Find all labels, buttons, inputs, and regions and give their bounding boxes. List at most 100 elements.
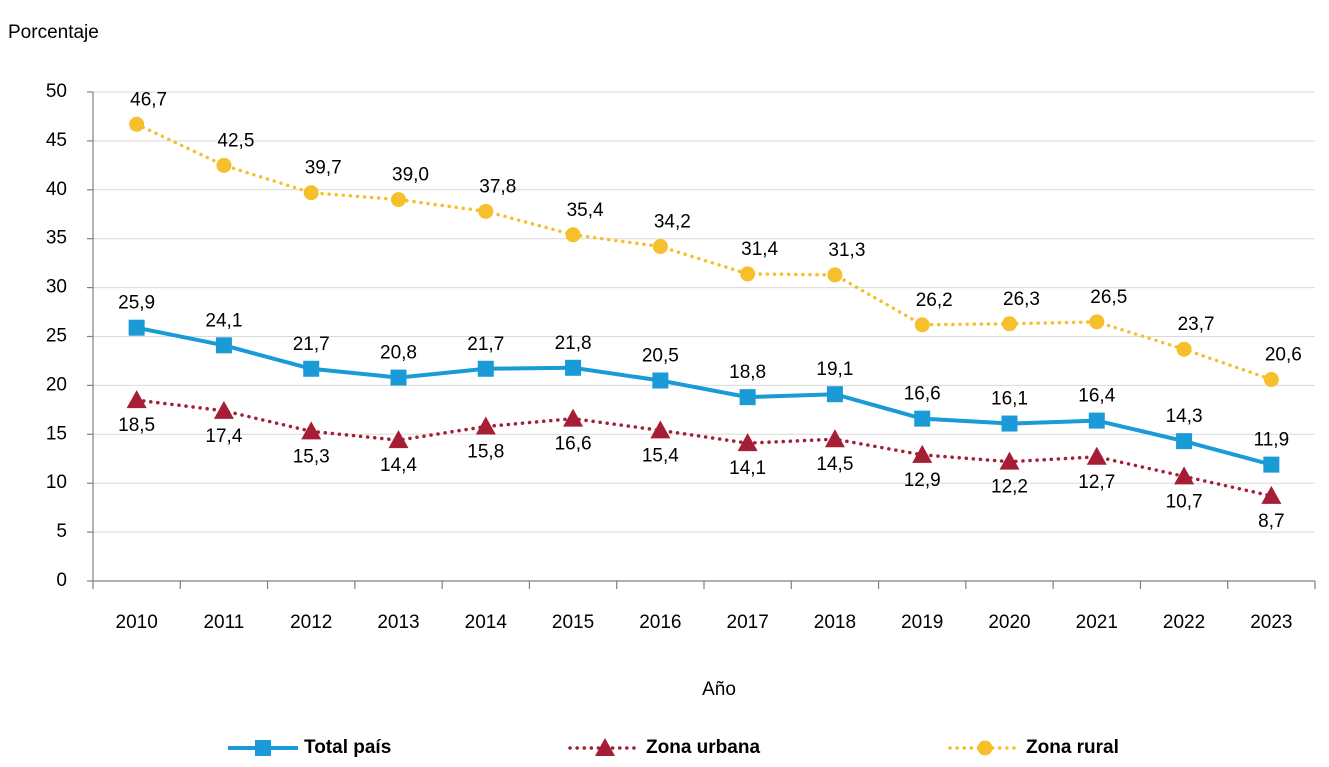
marker <box>216 157 232 173</box>
marker <box>827 267 843 283</box>
marker <box>126 390 147 409</box>
marker <box>1089 314 1105 330</box>
marker <box>650 420 671 439</box>
y-tick-label: 40 <box>46 179 67 200</box>
x-tick-label: 2015 <box>552 612 594 633</box>
marker <box>1263 372 1279 388</box>
data-label: 16,6 <box>904 384 941 405</box>
data-label: 35,4 <box>567 200 604 221</box>
data-label: 21,7 <box>293 334 330 355</box>
data-label: 39,7 <box>305 158 342 179</box>
y-tick-label: 25 <box>46 326 67 347</box>
marker <box>390 369 407 386</box>
marker <box>912 444 933 463</box>
data-label: 8,7 <box>1258 511 1284 532</box>
data-label: 12,2 <box>991 477 1028 498</box>
data-label: 14,1 <box>729 458 766 479</box>
marker <box>1001 415 1018 432</box>
x-tick-label: 2021 <box>1076 612 1118 633</box>
data-label: 24,1 <box>205 310 242 331</box>
marker <box>213 400 234 419</box>
marker <box>563 408 584 427</box>
legend-label: Zona rural <box>1026 737 1119 758</box>
marker <box>565 227 581 243</box>
series-line <box>134 122 1274 382</box>
marker <box>301 421 322 440</box>
marker <box>737 433 758 452</box>
data-label: 20,5 <box>642 346 679 367</box>
marker <box>475 416 496 435</box>
data-label: 14,4 <box>380 455 417 476</box>
y-tick-label: 0 <box>56 570 67 591</box>
data-label: 26,5 <box>1090 287 1127 308</box>
x-tick-label: 2013 <box>377 612 419 633</box>
data-label: 25,9 <box>118 293 155 314</box>
marker <box>1174 466 1195 485</box>
data-label: 31,3 <box>828 240 865 261</box>
y-tick-label: 15 <box>46 423 67 444</box>
data-label: 16,4 <box>1078 386 1115 407</box>
y-tick-label: 35 <box>46 228 67 249</box>
marker <box>565 359 582 376</box>
marker <box>1263 456 1280 473</box>
marker <box>215 337 232 354</box>
x-tick-label: 2016 <box>639 612 681 633</box>
marker <box>652 239 668 255</box>
x-tick-label: 2010 <box>116 612 158 633</box>
marker <box>914 317 930 333</box>
data-label: 21,7 <box>467 334 504 355</box>
marker <box>740 266 756 282</box>
data-label: 14,3 <box>1166 406 1203 427</box>
marker <box>824 429 845 448</box>
data-label: 19,1 <box>816 359 853 380</box>
x-tick-label: 2012 <box>290 612 332 633</box>
data-label: 10,7 <box>1166 491 1203 512</box>
marker <box>388 430 409 449</box>
y-tick-label: 45 <box>46 130 67 151</box>
marker <box>739 389 756 406</box>
data-label: 46,7 <box>130 89 167 110</box>
series-line <box>134 398 1274 498</box>
data-label: 31,4 <box>741 239 778 260</box>
data-label: 17,4 <box>205 426 242 447</box>
marker <box>999 451 1020 470</box>
y-tick-label: 50 <box>46 81 67 102</box>
marker <box>255 740 271 756</box>
data-label: 11,9 <box>1254 430 1290 451</box>
y-axis-title: Porcentaje <box>8 22 99 43</box>
marker <box>1088 412 1105 429</box>
marker <box>595 738 615 756</box>
data-label: 23,7 <box>1178 314 1215 335</box>
marker <box>478 203 494 219</box>
marker <box>977 740 993 756</box>
y-tick-label: 5 <box>56 521 67 542</box>
marker <box>1261 485 1282 504</box>
y-tick-label: 20 <box>46 374 67 395</box>
series-line <box>136 325 1272 467</box>
x-tick-label: 2017 <box>727 612 769 633</box>
x-tick-label: 2023 <box>1250 612 1292 633</box>
marker <box>391 192 406 208</box>
marker <box>914 410 931 427</box>
marker <box>129 116 145 132</box>
data-label: 12,7 <box>1078 472 1115 493</box>
data-label: 16,1 <box>991 389 1028 410</box>
x-tick-label: 2018 <box>814 612 856 633</box>
data-label: 20,8 <box>380 343 417 364</box>
data-label: 15,3 <box>293 446 330 467</box>
marker <box>1176 341 1192 357</box>
data-label: 14,5 <box>816 454 853 475</box>
x-tick-label: 2019 <box>901 612 943 633</box>
data-label: 12,9 <box>904 470 941 491</box>
marker <box>303 185 319 201</box>
data-label: 26,2 <box>916 290 953 311</box>
y-tick-label: 30 <box>46 277 67 298</box>
marker <box>1002 316 1017 332</box>
legend-label: Total país <box>304 737 391 758</box>
x-tick-label: 2011 <box>203 612 244 633</box>
marker <box>303 360 320 377</box>
x-tick-label: 2020 <box>988 612 1030 633</box>
marker <box>1086 446 1107 465</box>
data-label: 37,8 <box>479 176 516 197</box>
